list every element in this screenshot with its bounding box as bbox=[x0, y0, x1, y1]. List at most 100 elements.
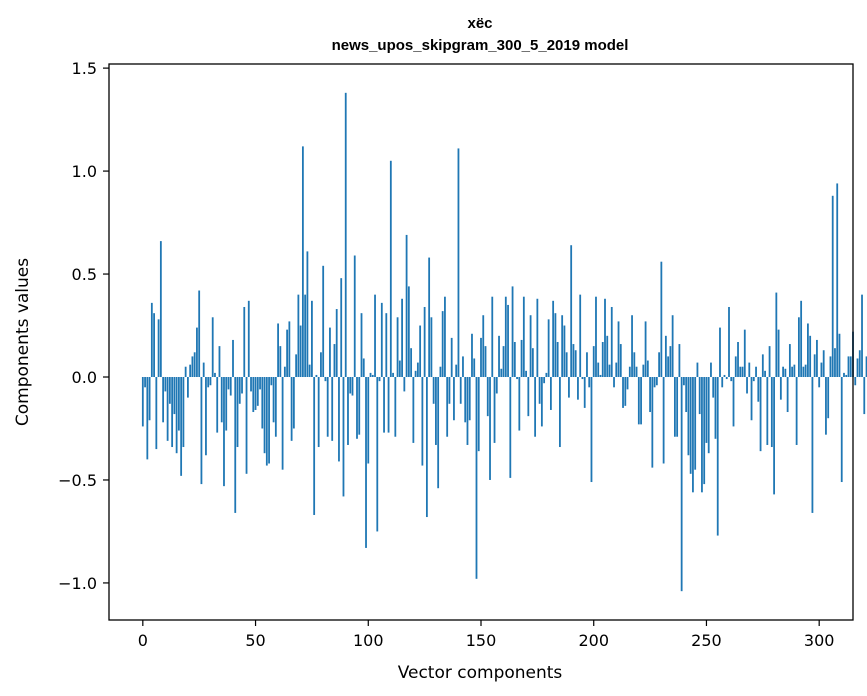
bar bbox=[338, 377, 340, 462]
bar bbox=[856, 358, 859, 377]
bar bbox=[189, 364, 192, 378]
bar bbox=[299, 325, 302, 378]
bar bbox=[678, 344, 681, 378]
bar bbox=[786, 377, 789, 413]
bar bbox=[259, 377, 261, 390]
bar bbox=[660, 261, 663, 378]
bar bbox=[624, 377, 627, 406]
bar bbox=[590, 377, 593, 483]
bar bbox=[861, 294, 863, 378]
bar bbox=[579, 294, 582, 378]
y-tick-label: −1.0 bbox=[58, 574, 97, 593]
bar bbox=[788, 344, 791, 378]
bar bbox=[610, 306, 613, 377]
bar bbox=[604, 298, 606, 378]
bar bbox=[439, 366, 442, 378]
bar bbox=[331, 377, 334, 441]
bar bbox=[313, 377, 316, 515]
bar bbox=[779, 377, 782, 400]
bar bbox=[297, 294, 300, 378]
bar bbox=[714, 377, 717, 439]
bar bbox=[234, 377, 237, 513]
bar bbox=[466, 377, 469, 445]
bar bbox=[865, 356, 867, 377]
bar bbox=[509, 377, 512, 478]
bar bbox=[653, 377, 656, 388]
bar bbox=[547, 319, 550, 378]
bar bbox=[489, 377, 491, 480]
bar bbox=[177, 377, 180, 431]
bar bbox=[782, 366, 785, 378]
bar bbox=[723, 374, 726, 378]
bar bbox=[581, 377, 584, 380]
bar bbox=[739, 366, 742, 378]
bar bbox=[732, 377, 735, 427]
bar bbox=[730, 377, 733, 382]
bar bbox=[396, 317, 399, 378]
bar bbox=[664, 335, 667, 378]
y-tick-label: −0.5 bbox=[58, 471, 97, 490]
bar bbox=[822, 350, 825, 378]
x-tick-label: 200 bbox=[578, 631, 609, 650]
bar bbox=[369, 372, 372, 378]
bar bbox=[534, 377, 537, 437]
bar bbox=[707, 377, 710, 454]
bar bbox=[333, 344, 336, 378]
bar bbox=[651, 377, 654, 468]
bar bbox=[683, 377, 685, 386]
bar bbox=[229, 377, 232, 396]
bar bbox=[335, 309, 338, 378]
bar bbox=[295, 354, 298, 378]
bar bbox=[583, 377, 586, 408]
bar bbox=[669, 346, 672, 378]
bar bbox=[597, 362, 600, 377]
bar bbox=[531, 348, 534, 378]
bar bbox=[712, 377, 715, 398]
bar bbox=[671, 315, 674, 378]
bar bbox=[238, 377, 241, 404]
bar bbox=[586, 352, 588, 378]
bar bbox=[561, 315, 564, 378]
bar bbox=[511, 286, 514, 378]
bar bbox=[793, 364, 796, 378]
bar bbox=[349, 377, 352, 394]
bar bbox=[207, 377, 210, 388]
bar bbox=[493, 377, 496, 443]
bar bbox=[845, 374, 848, 378]
bar bbox=[728, 306, 730, 377]
bar bbox=[549, 377, 552, 410]
bar bbox=[374, 294, 376, 378]
bar bbox=[196, 327, 198, 378]
bar bbox=[351, 377, 354, 396]
bar bbox=[320, 352, 322, 378]
bar bbox=[640, 377, 642, 425]
bar bbox=[622, 377, 624, 408]
bar bbox=[389, 160, 392, 378]
bar bbox=[520, 339, 523, 378]
bar bbox=[719, 327, 721, 378]
bar bbox=[820, 362, 823, 377]
bar bbox=[504, 296, 507, 378]
bar bbox=[752, 377, 755, 382]
bar bbox=[633, 352, 636, 378]
bar bbox=[171, 377, 174, 448]
bar bbox=[268, 377, 270, 464]
bar bbox=[847, 356, 850, 377]
bar bbox=[477, 377, 480, 452]
bar bbox=[380, 302, 383, 377]
bar bbox=[394, 377, 397, 437]
bar bbox=[800, 300, 803, 377]
bar bbox=[498, 335, 500, 378]
bar bbox=[662, 377, 665, 464]
bar bbox=[202, 362, 205, 377]
bar bbox=[428, 257, 431, 378]
bar bbox=[599, 374, 602, 378]
bar bbox=[777, 329, 780, 377]
bar bbox=[218, 346, 221, 378]
bar bbox=[205, 377, 207, 456]
bar bbox=[572, 344, 575, 378]
bar bbox=[173, 377, 176, 415]
bar bbox=[353, 255, 356, 378]
bar bbox=[166, 377, 169, 441]
bar bbox=[144, 377, 146, 388]
